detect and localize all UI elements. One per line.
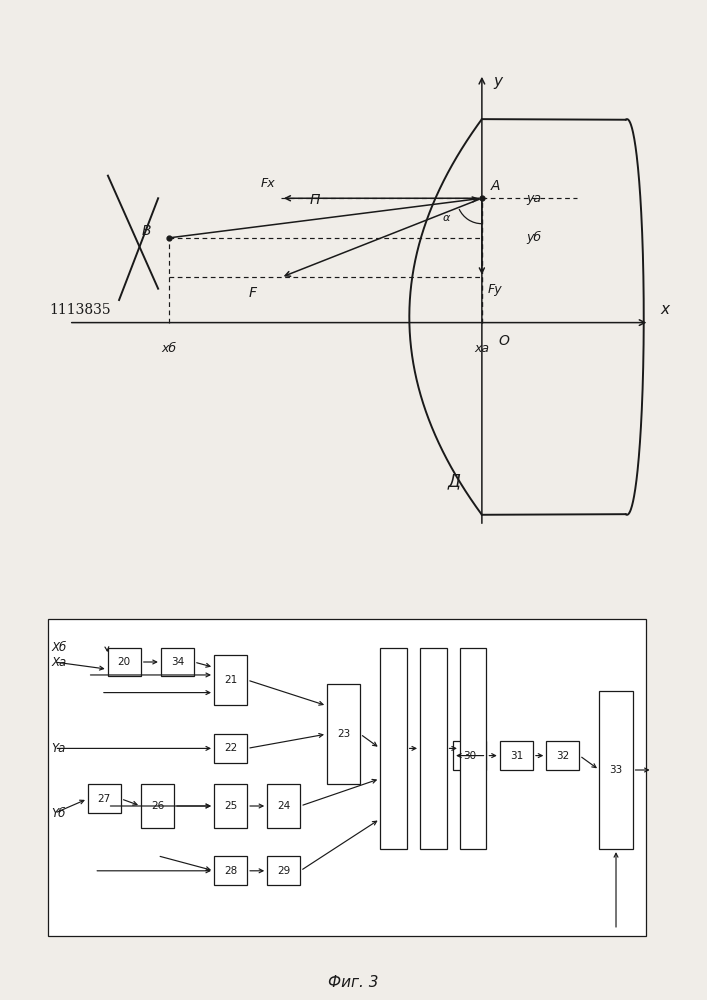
- Text: Fx: Fx: [261, 177, 275, 190]
- Bar: [48, 619, 646, 936]
- Text: 1113835: 1113835: [49, 303, 111, 317]
- Text: xб: xб: [162, 342, 177, 355]
- Bar: [160, 648, 194, 676]
- Text: 30: 30: [463, 751, 477, 761]
- Text: 25: 25: [224, 801, 237, 811]
- Text: O: O: [498, 334, 510, 348]
- Bar: [327, 684, 360, 784]
- Text: 31: 31: [510, 751, 523, 761]
- Bar: [380, 648, 407, 849]
- Text: y: y: [493, 74, 502, 89]
- Text: Yб: Yб: [51, 807, 66, 820]
- Text: 33: 33: [609, 765, 623, 775]
- Text: Xб: Xб: [51, 641, 66, 654]
- Text: 32: 32: [556, 751, 569, 761]
- Text: 22: 22: [224, 743, 237, 753]
- Bar: [500, 741, 533, 770]
- Text: yб: yб: [527, 231, 542, 244]
- Bar: [214, 734, 247, 763]
- Text: Фиг. 3: Фиг. 3: [328, 975, 379, 990]
- Text: α: α: [443, 213, 450, 223]
- Text: 28: 28: [224, 866, 237, 876]
- Text: 27: 27: [98, 794, 111, 804]
- Text: Yа: Yа: [51, 742, 66, 755]
- Bar: [600, 691, 633, 849]
- Text: 26: 26: [151, 801, 164, 811]
- Bar: [107, 648, 141, 676]
- Text: 24: 24: [277, 801, 291, 811]
- Text: 20: 20: [117, 657, 131, 667]
- Bar: [141, 784, 174, 828]
- Bar: [267, 784, 300, 828]
- Text: Д: Д: [448, 472, 460, 490]
- Bar: [88, 784, 121, 813]
- Text: 29: 29: [277, 866, 291, 876]
- Text: Fy: Fy: [487, 283, 502, 296]
- Bar: [214, 655, 247, 705]
- Text: 23: 23: [337, 729, 350, 739]
- Bar: [420, 648, 447, 849]
- Text: xа: xа: [474, 342, 489, 355]
- Bar: [214, 784, 247, 828]
- Bar: [547, 741, 580, 770]
- Bar: [214, 856, 247, 885]
- Bar: [460, 648, 486, 849]
- Text: B: B: [141, 224, 151, 238]
- Bar: [267, 856, 300, 885]
- Text: yа: yа: [527, 192, 542, 205]
- Text: П: П: [309, 193, 320, 207]
- Text: A: A: [490, 179, 500, 193]
- Text: Фиг. 2: Фиг. 2: [54, 755, 105, 770]
- Text: F: F: [249, 286, 257, 300]
- Text: Xа: Xа: [51, 656, 66, 668]
- Bar: [453, 741, 486, 770]
- Text: 21: 21: [224, 675, 237, 685]
- Text: x: x: [660, 302, 670, 317]
- Text: 34: 34: [171, 657, 184, 667]
